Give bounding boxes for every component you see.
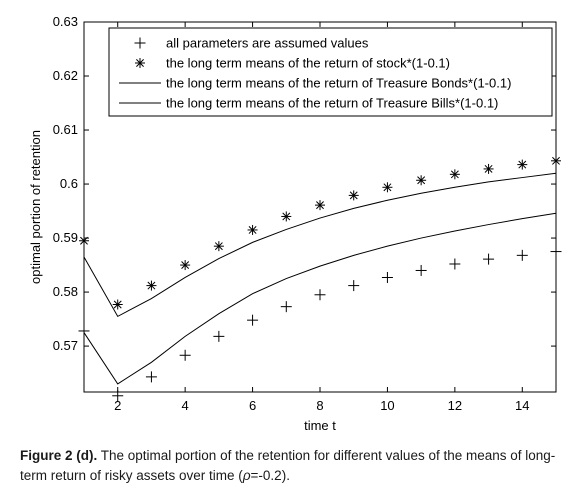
series-1 <box>78 246 562 402</box>
legend-label: the long term means of the return of sto… <box>166 56 450 71</box>
plus-point <box>415 264 427 276</box>
plus-point <box>280 301 292 313</box>
legend-entry: the long term means of the return of Tre… <box>119 96 498 111</box>
star-point <box>348 190 359 201</box>
plus-point <box>78 325 90 337</box>
y-tick-label: 0.59 <box>53 230 78 245</box>
x-axis-label: time t <box>304 418 336 433</box>
x-tick-label: 8 <box>316 398 323 413</box>
chart: 2 4 6 8 10 12 14 0.57 0.58 0.59 0.6 0.61 0.62 0.63 t… <box>28 14 562 433</box>
x-tick-labels: 2 4 6 8 10 12 14 <box>114 398 529 413</box>
legend-label: the long term means of the return of Tre… <box>166 76 511 91</box>
series-3 <box>83 172 557 318</box>
y-tick-label: 0.61 <box>53 122 78 137</box>
y-tick-label: 0.62 <box>53 68 78 83</box>
star-point <box>247 224 258 235</box>
y-axis-label: optimal portion of retention <box>28 130 43 284</box>
caption-text: The optimal portion of the retention for… <box>20 448 556 483</box>
plus-point <box>449 258 461 270</box>
caption-figure-label: Figure 2 (d). <box>20 448 98 463</box>
plus-point <box>314 289 326 301</box>
star-point <box>213 241 224 252</box>
star-point <box>382 182 393 193</box>
series-line <box>83 172 557 318</box>
star-point <box>449 169 460 180</box>
plus-point <box>381 271 393 283</box>
series-4 <box>83 212 557 385</box>
legend-label: all parameters are assumed values <box>166 36 369 51</box>
legend-box <box>108 27 553 117</box>
star-point <box>315 200 325 211</box>
star-point <box>281 211 292 222</box>
star-point <box>483 163 494 174</box>
plus-point <box>516 249 528 261</box>
star-point <box>517 159 528 170</box>
plus-point <box>112 390 124 402</box>
star-point <box>551 155 561 166</box>
y-tick-label: 0.58 <box>53 284 78 299</box>
x-tick-label: 14 <box>515 398 529 413</box>
figure-caption: Figure 2 (d). The optimal portion of the… <box>20 446 575 486</box>
x-tick-label: 6 <box>249 398 256 413</box>
series-line <box>83 212 557 385</box>
x-tick-label: 4 <box>182 398 189 413</box>
y-tick-label: 0.6 <box>60 176 78 191</box>
legend-entry: the long term means of the return of Tre… <box>119 76 511 91</box>
caption-rho-value: =-0.2). <box>250 468 290 483</box>
plus-point <box>179 349 191 361</box>
plus-point <box>348 280 360 292</box>
star-point <box>180 260 191 271</box>
x-tick-label: 2 <box>114 398 121 413</box>
caption-rho-symbol: ρ <box>242 468 251 483</box>
plus-point <box>550 246 562 258</box>
plus-point <box>483 253 495 265</box>
y-tick-label: 0.57 <box>53 338 78 353</box>
star-point <box>79 235 89 246</box>
legend-entry: the long term means of the return of sto… <box>135 56 450 71</box>
legend-label: the long term means of the return of Tre… <box>166 96 498 111</box>
plus-point <box>247 314 259 326</box>
series-2 <box>79 155 561 310</box>
star-point <box>146 280 157 291</box>
plus-point <box>213 330 225 342</box>
x-tick-label: 12 <box>448 398 462 413</box>
plus-point <box>145 371 157 383</box>
star-point <box>416 175 427 186</box>
legend-swatch <box>135 58 145 68</box>
y-tick-labels: 0.57 0.58 0.59 0.6 0.61 0.62 0.63 <box>53 14 78 353</box>
star-point <box>112 299 123 310</box>
legend: all parameters are assumed values the lon… <box>108 27 553 117</box>
series-layer <box>78 155 562 402</box>
x-tick-label: 10 <box>380 398 394 413</box>
axis-ticks <box>84 21 556 392</box>
legend-entry: all parameters are assumed values <box>134 36 369 51</box>
y-tick-label: 0.63 <box>53 14 78 29</box>
legend-swatch <box>134 37 146 49</box>
